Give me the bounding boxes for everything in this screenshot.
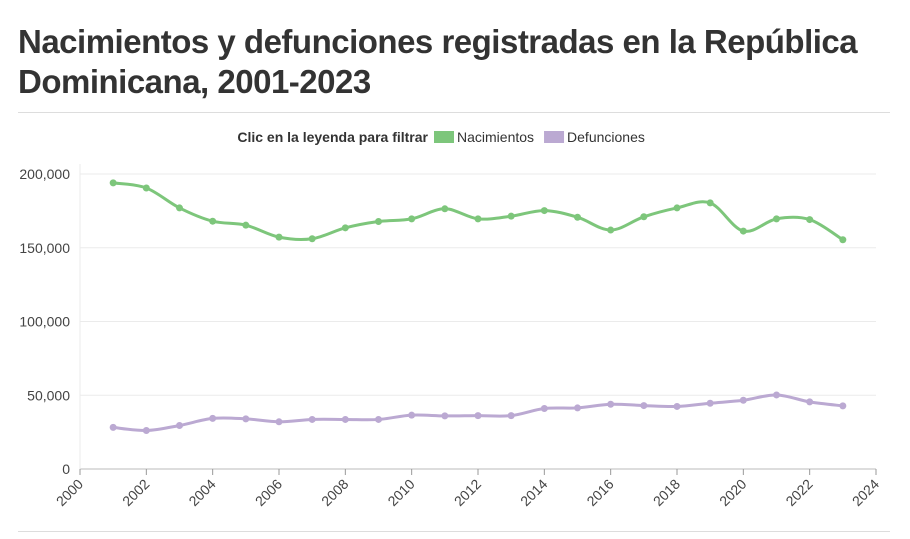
data-point-defunciones-2005 bbox=[242, 415, 250, 423]
data-point-nacimientos-2020 bbox=[739, 227, 747, 235]
data-point-defunciones-2007 bbox=[308, 415, 316, 423]
data-point-nacimientos-2021 bbox=[773, 215, 780, 223]
series-line-nacimientos bbox=[112, 181, 844, 242]
data-point-nacimientos-2015 bbox=[574, 213, 581, 221]
data-point-nacimientos-2018 bbox=[673, 204, 681, 212]
y-tick-label: 0 bbox=[62, 461, 70, 477]
data-point-nacimientos-2006 bbox=[275, 233, 283, 241]
data-point-nacimientos-2009 bbox=[375, 217, 382, 225]
chart-title: Nacimientos y defunciones registradas en… bbox=[18, 23, 858, 100]
x-tick-label: 2022 bbox=[782, 476, 815, 509]
data-point-nacimientos-2007 bbox=[308, 235, 316, 243]
data-point-defunciones-2011 bbox=[441, 412, 449, 420]
legend: Clic en la leyenda para filtrar Nacimien… bbox=[237, 129, 645, 145]
data-point-defunciones-2004 bbox=[209, 414, 217, 422]
legend-swatch-defunciones bbox=[544, 131, 565, 143]
x-tick-label: 2006 bbox=[252, 476, 285, 509]
data-point-defunciones-2006 bbox=[275, 418, 283, 426]
x-tick-label: 2018 bbox=[650, 476, 683, 509]
data-point-defunciones-2002 bbox=[142, 427, 150, 435]
x-tick-label: 2012 bbox=[451, 476, 484, 509]
data-point-defunciones-2016 bbox=[607, 400, 615, 408]
x-tick-label: 2016 bbox=[583, 476, 616, 509]
data-point-nacimientos-2010 bbox=[408, 215, 416, 223]
data-point-defunciones-2023 bbox=[839, 402, 847, 410]
data-point-defunciones-2010 bbox=[408, 411, 416, 419]
data-point-nacimientos-2001 bbox=[109, 179, 117, 187]
legend-swatch-nacimientos bbox=[434, 131, 454, 143]
data-point-defunciones-2015 bbox=[574, 404, 581, 412]
data-point-nacimientos-2012 bbox=[474, 215, 482, 223]
data-point-nacimientos-2019 bbox=[706, 199, 714, 207]
data-point-nacimientos-2023 bbox=[839, 236, 847, 244]
x-tick-label: 2008 bbox=[318, 476, 351, 509]
divider-top bbox=[18, 112, 890, 113]
x-tick-label: 2020 bbox=[716, 476, 749, 509]
legend-item-nacimientos[interactable]: Nacimientos bbox=[457, 129, 534, 145]
data-point-nacimientos-2005 bbox=[242, 221, 250, 229]
x-tick-label: 2004 bbox=[185, 476, 218, 509]
legend-hint: Clic en la leyenda para filtrar bbox=[237, 129, 428, 145]
data-point-nacimientos-2014 bbox=[540, 207, 548, 215]
data-point-nacimientos-2013 bbox=[507, 212, 515, 220]
data-point-nacimientos-2008 bbox=[341, 224, 349, 232]
data-point-defunciones-2018 bbox=[673, 402, 681, 410]
data-point-defunciones-2009 bbox=[375, 415, 382, 423]
x-tick-label: 2002 bbox=[119, 476, 152, 509]
data-point-nacimientos-2003 bbox=[176, 204, 183, 212]
x-tick-label: 2000 bbox=[53, 476, 86, 509]
y-tick-label: 50,000 bbox=[27, 387, 70, 403]
data-point-defunciones-2012 bbox=[474, 412, 482, 420]
data-point-nacimientos-2002 bbox=[142, 184, 150, 192]
data-point-nacimientos-2017 bbox=[640, 213, 648, 221]
legend-item-defunciones[interactable]: Defunciones bbox=[567, 129, 645, 145]
data-point-defunciones-2021 bbox=[773, 391, 780, 399]
y-tick-label: 150,000 bbox=[19, 240, 70, 256]
data-point-nacimientos-2016 bbox=[607, 226, 615, 234]
y-tick-label: 200,000 bbox=[19, 166, 70, 182]
data-point-defunciones-2019 bbox=[706, 399, 714, 407]
data-point-nacimientos-2011 bbox=[441, 205, 449, 213]
data-point-defunciones-2014 bbox=[540, 405, 548, 413]
data-point-defunciones-2017 bbox=[640, 402, 648, 410]
x-tick-label: 2014 bbox=[517, 476, 550, 509]
data-point-defunciones-2022 bbox=[806, 398, 814, 406]
data-point-defunciones-2001 bbox=[109, 423, 117, 431]
data-point-nacimientos-2004 bbox=[209, 217, 217, 225]
data-point-defunciones-2013 bbox=[507, 412, 515, 420]
data-point-defunciones-2008 bbox=[341, 415, 349, 423]
data-point-nacimientos-2022 bbox=[806, 216, 814, 224]
y-tick-label: 100,000 bbox=[19, 314, 70, 330]
data-point-defunciones-2003 bbox=[176, 421, 183, 429]
divider-bottom bbox=[18, 531, 890, 532]
data-point-defunciones-2020 bbox=[739, 396, 747, 404]
x-tick-label: 2024 bbox=[849, 476, 882, 509]
x-tick-label: 2010 bbox=[384, 476, 417, 509]
